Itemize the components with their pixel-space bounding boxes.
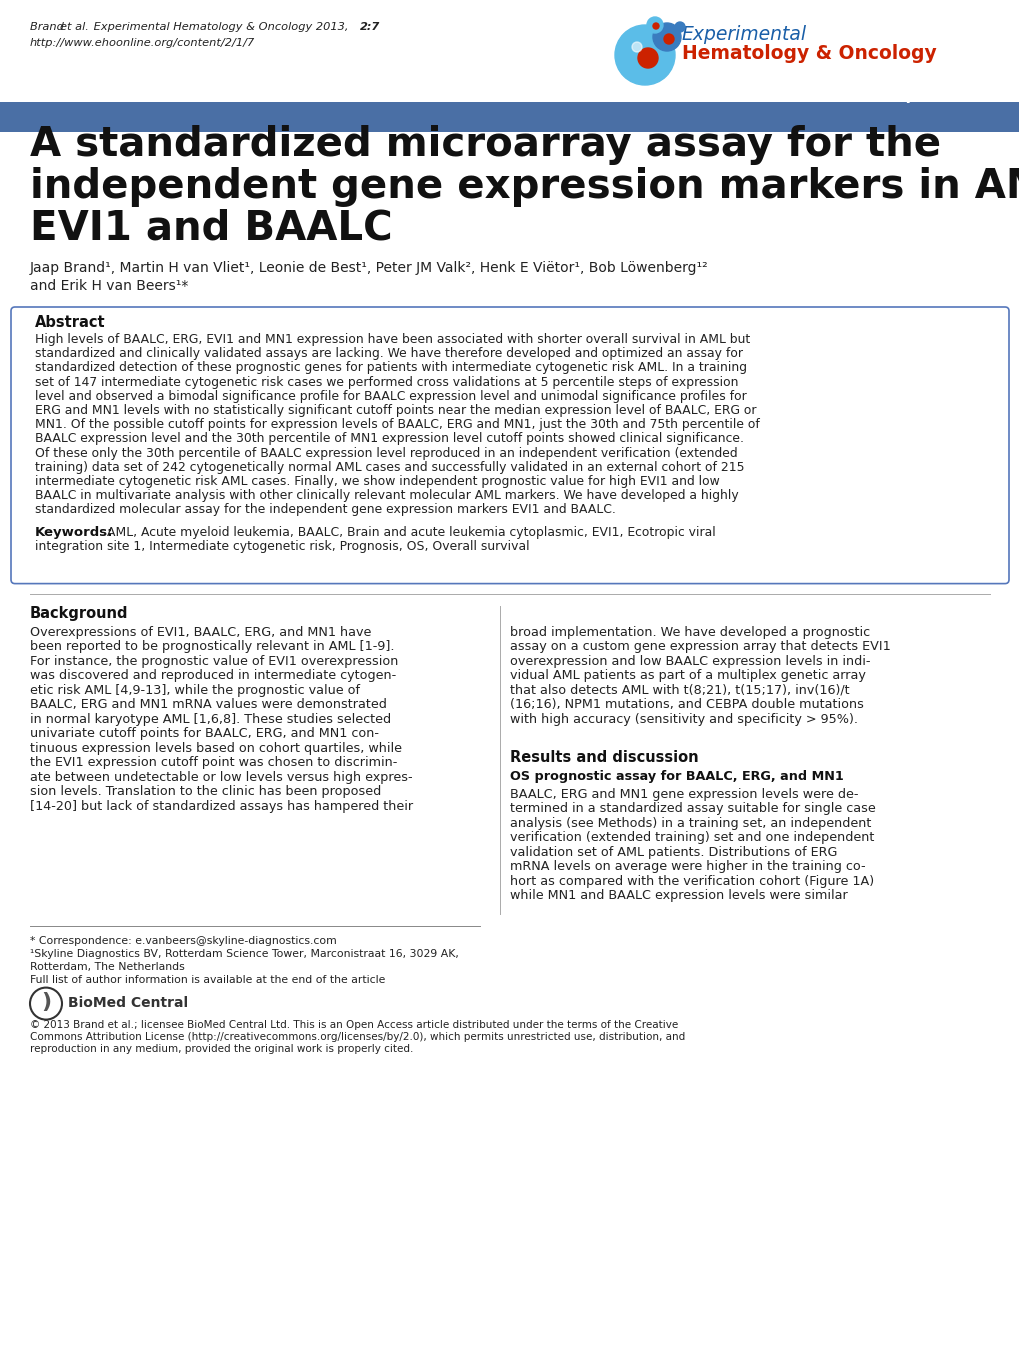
Text: hort as compared with the verification cohort (Figure 1A): hort as compared with the verification c… <box>510 875 873 887</box>
Text: BAALC in multivariate analysis with other clinically relevant molecular AML mark: BAALC in multivariate analysis with othe… <box>35 489 738 503</box>
Text: was discovered and reproduced in intermediate cytogen-: was discovered and reproduced in interme… <box>30 669 395 682</box>
Bar <box>0 102 1019 132</box>
Text: been reported to be prognostically relevant in AML [1-9].: been reported to be prognostically relev… <box>30 640 394 654</box>
Text: intermediate cytogenetic risk AML cases. Finally, we show independent prognostic: intermediate cytogenetic risk AML cases.… <box>35 476 719 488</box>
Text: [14-20] but lack of standardized assays has hampered their: [14-20] but lack of standardized assays … <box>30 799 413 813</box>
Text: Of these only the 30th percentile of BAALC expression level reproduced in an ind: Of these only the 30th percentile of BAA… <box>35 447 737 459</box>
Text: etic risk AML [4,9-13], while the prognostic value of: etic risk AML [4,9-13], while the progno… <box>30 684 360 697</box>
Text: standardized molecular assay for the independent gene expression markers EVI1 an: standardized molecular assay for the ind… <box>35 503 615 516</box>
Circle shape <box>646 18 662 33</box>
Text: ate between undetectable or low levels versus high expres-: ate between undetectable or low levels v… <box>30 771 413 784</box>
Text: Abstract: Abstract <box>35 315 106 330</box>
Text: BAALC, ERG and MN1 mRNA values were demonstrated: BAALC, ERG and MN1 mRNA values were demo… <box>30 699 386 711</box>
Text: reproduction in any medium, provided the original work is properly cited.: reproduction in any medium, provided the… <box>30 1044 413 1053</box>
Text: ERG and MN1 levels with no statistically significant cutoff points near the medi: ERG and MN1 levels with no statistically… <box>35 404 756 417</box>
Text: AML, Acute myeloid leukemia, BAALC, Brain and acute leukemia cytoplasmic, EVI1, : AML, Acute myeloid leukemia, BAALC, Brai… <box>107 526 715 538</box>
Circle shape <box>637 48 657 68</box>
Text: with high accuracy (sensitivity and specificity > 95%).: with high accuracy (sensitivity and spec… <box>510 712 857 726</box>
Text: set of 147 intermediate cytogenetic risk cases we performed cross validations at: set of 147 intermediate cytogenetic risk… <box>35 375 738 389</box>
Text: ¹Skyline Diagnostics BV, Rotterdam Science Tower, Marconistraat 16, 3029 AK,: ¹Skyline Diagnostics BV, Rotterdam Scien… <box>30 949 459 958</box>
Text: and Erik H van Beers¹*: and Erik H van Beers¹* <box>30 279 189 294</box>
Text: (16;16), NPM1 mutations, and CEBPA double mutations: (16;16), NPM1 mutations, and CEBPA doubl… <box>510 699 863 711</box>
Text: integration site 1, Intermediate cytogenetic risk, Prognosis, OS, Overall surviv: integration site 1, Intermediate cytogen… <box>35 540 529 553</box>
Text: standardized and clinically validated assays are lacking. We have therefore deve: standardized and clinically validated as… <box>35 347 742 360</box>
Text: sion levels. Translation to the clinic has been proposed: sion levels. Translation to the clinic h… <box>30 786 381 798</box>
Text: training) data set of 242 cytogenetically normal AML cases and successfully vali: training) data set of 242 cytogeneticall… <box>35 461 744 474</box>
Text: A standardized microarray assay for the: A standardized microarray assay for the <box>30 125 941 164</box>
Text: BioMed Central: BioMed Central <box>68 996 187 1010</box>
Text: OS prognostic assay for BAALC, ERG, and MN1: OS prognostic assay for BAALC, ERG, and … <box>510 769 843 783</box>
Circle shape <box>632 42 641 52</box>
Text: Rotterdam, The Netherlands: Rotterdam, The Netherlands <box>30 962 184 972</box>
Text: EVI1 and BAALC: EVI1 and BAALC <box>30 209 392 249</box>
Text: broad implementation. We have developed a prognostic: broad implementation. We have developed … <box>510 625 869 639</box>
Text: Experimental Hematology & Oncology 2013,: Experimental Hematology & Oncology 2013, <box>90 22 352 33</box>
Text: mRNA levels on average were higher in the training co-: mRNA levels on average were higher in th… <box>510 860 865 872</box>
Text: that also detects AML with t(8;21), t(15;17), inv(16)/t: that also detects AML with t(8;21), t(15… <box>510 684 849 697</box>
Text: validation set of AML patients. Distributions of ERG: validation set of AML patients. Distribu… <box>510 845 837 859</box>
FancyBboxPatch shape <box>11 307 1008 583</box>
Circle shape <box>614 24 675 86</box>
Text: ): ) <box>41 992 51 1011</box>
Text: Brand: Brand <box>30 22 67 33</box>
Text: http://www.ehoonline.org/content/2/1/7: http://www.ehoonline.org/content/2/1/7 <box>30 38 255 48</box>
Text: standardized detection of these prognostic genes for patients with intermediate : standardized detection of these prognost… <box>35 361 746 374</box>
Text: overexpression and low BAALC expression levels in indi-: overexpression and low BAALC expression … <box>510 655 869 667</box>
Text: * Correspondence: e.vanbeers@skyline-diagnostics.com: * Correspondence: e.vanbeers@skyline-dia… <box>30 935 336 946</box>
Text: Full list of author information is available at the end of the article: Full list of author information is avail… <box>30 974 385 985</box>
Text: verification (extended training) set and one independent: verification (extended training) set and… <box>510 832 873 844</box>
Text: RESEARCH: RESEARCH <box>14 88 109 103</box>
Text: tinuous expression levels based on cohort quartiles, while: tinuous expression levels based on cohor… <box>30 742 401 754</box>
Text: Jaap Brand¹, Martin H van Vliet¹, Leonie de Best¹, Peter JM Valk², Henk E Viëtor: Jaap Brand¹, Martin H van Vliet¹, Leonie… <box>30 261 708 275</box>
Text: termined in a standardized assay suitable for single case: termined in a standardized assay suitabl… <box>510 802 875 815</box>
Text: Commons Attribution License (http://creativecommons.org/licenses/by/2.0), which : Commons Attribution License (http://crea… <box>30 1031 685 1041</box>
Text: Keywords:: Keywords: <box>35 526 113 538</box>
Text: Overexpressions of EVI1, BAALC, ERG, and MN1 have: Overexpressions of EVI1, BAALC, ERG, and… <box>30 625 371 639</box>
Text: in normal karyotype AML [1,6,8]. These studies selected: in normal karyotype AML [1,6,8]. These s… <box>30 712 390 726</box>
Text: independent gene expression markers in AML:: independent gene expression markers in A… <box>30 167 1019 207</box>
Text: Background: Background <box>30 606 128 621</box>
Text: vidual AML patients as part of a multiplex genetic array: vidual AML patients as part of a multipl… <box>510 669 865 682</box>
Circle shape <box>652 23 658 29</box>
Text: Results and discussion: Results and discussion <box>510 750 698 765</box>
Text: BAALC, ERG and MN1 gene expression levels were de-: BAALC, ERG and MN1 gene expression level… <box>510 788 858 800</box>
Text: Hematology & Oncology: Hematology & Oncology <box>682 43 935 63</box>
Text: the EVI1 expression cutoff point was chosen to discrimin-: the EVI1 expression cutoff point was cho… <box>30 756 397 769</box>
Text: level and observed a bimodal significance profile for BAALC expression level and: level and observed a bimodal significanc… <box>35 390 746 402</box>
Text: Open Access: Open Access <box>891 88 1005 103</box>
Text: MN1. Of the possible cutoff points for expression levels of BAALC, ERG and MN1, : MN1. Of the possible cutoff points for e… <box>35 419 759 431</box>
Text: BAALC expression level and the 30th percentile of MN1 expression level cutoff po: BAALC expression level and the 30th perc… <box>35 432 743 446</box>
Circle shape <box>30 988 62 1019</box>
Text: 2:7: 2:7 <box>360 22 380 33</box>
Text: High levels of BAALC, ERG, EVI1 and MN1 expression have been associated with sho: High levels of BAALC, ERG, EVI1 and MN1 … <box>35 333 750 347</box>
Circle shape <box>663 34 674 43</box>
Text: univariate cutoff points for BAALC, ERG, and MN1 con-: univariate cutoff points for BAALC, ERG,… <box>30 727 379 741</box>
Text: while MN1 and BAALC expression levels were similar: while MN1 and BAALC expression levels we… <box>510 889 847 902</box>
Text: analysis (see Methods) in a training set, an independent: analysis (see Methods) in a training set… <box>510 817 870 829</box>
Text: © 2013 Brand et al.; licensee BioMed Central Ltd. This is an Open Access article: © 2013 Brand et al.; licensee BioMed Cen… <box>30 1019 678 1030</box>
Text: et al.: et al. <box>60 22 89 33</box>
Text: For instance, the prognostic value of EVI1 overexpression: For instance, the prognostic value of EV… <box>30 655 398 667</box>
Circle shape <box>675 22 685 33</box>
Text: assay on a custom gene expression array that detects EVI1: assay on a custom gene expression array … <box>510 640 890 654</box>
Circle shape <box>652 23 681 52</box>
Text: Experimental: Experimental <box>682 24 806 43</box>
